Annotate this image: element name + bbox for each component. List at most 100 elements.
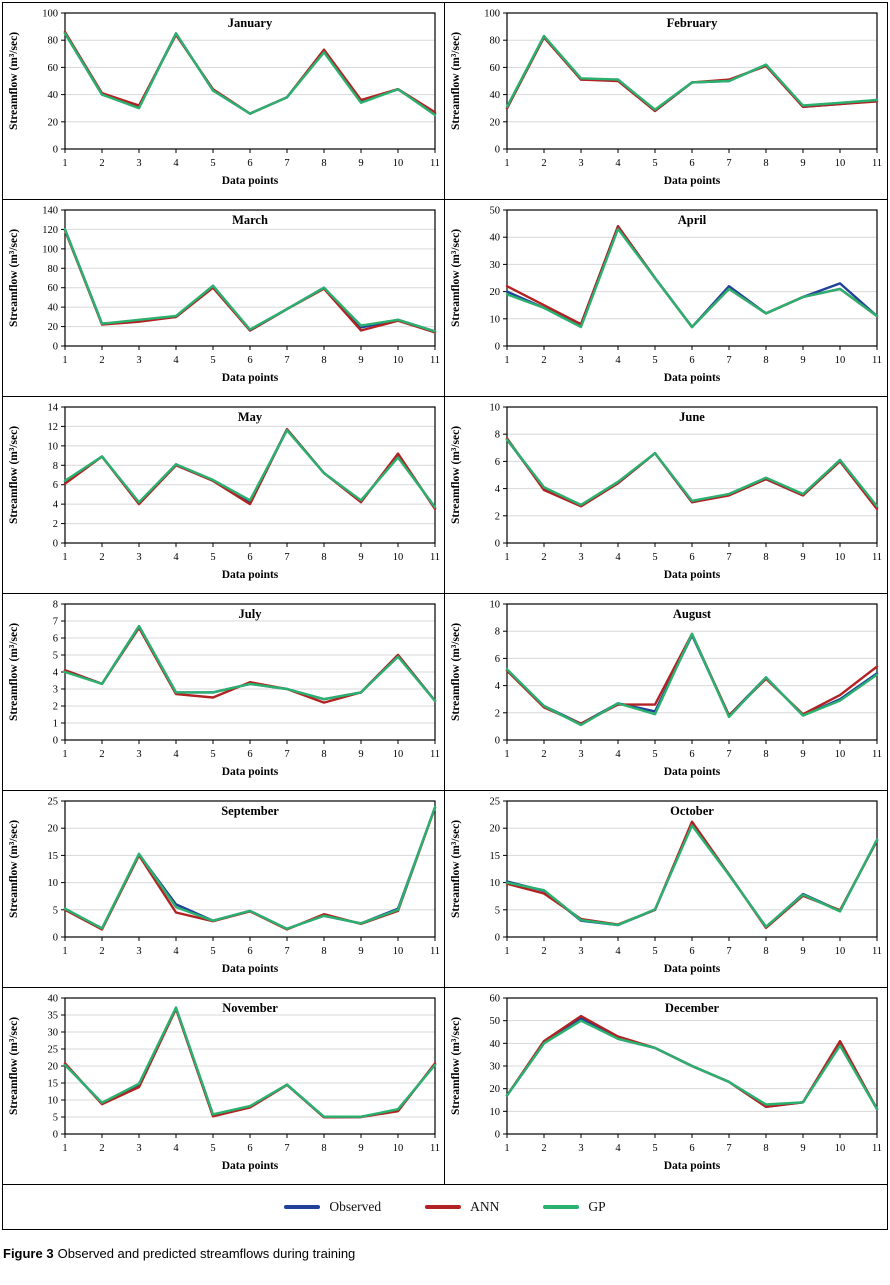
x-tick-label: 5 bbox=[210, 355, 215, 366]
legend-swatch-gp bbox=[543, 1204, 580, 1210]
y-tick-label: 60 bbox=[490, 994, 501, 1005]
x-tick-label: 1 bbox=[62, 1143, 67, 1154]
x-tick-label: 4 bbox=[615, 355, 621, 366]
legend: Observed ANN GP bbox=[3, 1185, 887, 1229]
x-tick-label: 3 bbox=[578, 552, 583, 563]
y-tick-label: 0 bbox=[495, 1130, 500, 1141]
y-tick-label: 5 bbox=[53, 651, 58, 662]
legend-swatch-ann bbox=[425, 1204, 462, 1210]
x-tick-label: 7 bbox=[284, 1143, 289, 1154]
x-tick-label: 10 bbox=[835, 749, 846, 760]
series-observed-line bbox=[505, 34, 879, 113]
y-tick-label: 4 bbox=[53, 500, 59, 511]
x-tick-label: 1 bbox=[504, 946, 509, 957]
x-tick-label: 8 bbox=[321, 355, 326, 366]
x-tick-label: 1 bbox=[62, 355, 67, 366]
y-tick-label: 50 bbox=[490, 1016, 501, 1027]
y-tick-label: 8 bbox=[53, 461, 58, 472]
series-observed-line bbox=[505, 823, 879, 929]
y-tick-label: 40 bbox=[48, 303, 59, 314]
y-tick-label: 40 bbox=[48, 994, 59, 1005]
series-ann-line bbox=[63, 229, 437, 334]
chart-title: November bbox=[222, 1001, 278, 1015]
series-gp-line bbox=[63, 1006, 437, 1118]
series-gp-line bbox=[505, 34, 879, 111]
x-axis-label: Data points bbox=[664, 1160, 721, 1172]
x-tick-label: 7 bbox=[284, 158, 289, 169]
series-ann-line bbox=[505, 437, 879, 511]
y-tick-label: 10 bbox=[490, 878, 501, 889]
y-tick-label: 40 bbox=[490, 1039, 501, 1050]
series-observed-line bbox=[505, 225, 879, 329]
x-tick-label: 7 bbox=[726, 158, 731, 169]
chart-title: July bbox=[239, 607, 263, 621]
y-tick-label: 100 bbox=[42, 9, 58, 20]
x-tick-label: 2 bbox=[541, 1143, 546, 1154]
x-tick-label: 6 bbox=[689, 158, 694, 169]
x-tick-label: 11 bbox=[430, 749, 440, 760]
chart-cell-march: 0 20 40 60 80 100 120 140 1 2 3 4 5 6 7 8 9 10 11 March Data… bbox=[3, 200, 445, 397]
x-tick-label: 10 bbox=[835, 158, 846, 169]
x-axis-label: Data points bbox=[664, 175, 721, 187]
plot-frame bbox=[506, 209, 878, 347]
x-tick-label: 10 bbox=[393, 946, 404, 957]
x-tick-label: 6 bbox=[689, 749, 694, 760]
x-tick-label: 9 bbox=[358, 946, 363, 957]
y-axis-label: Streamflow (m³/sec) bbox=[450, 229, 462, 327]
x-axis-label: Data points bbox=[222, 766, 279, 778]
x-tick-label: 6 bbox=[247, 355, 252, 366]
series-gp-line bbox=[505, 438, 879, 508]
chart-title: June bbox=[679, 410, 705, 424]
x-tick-label: 10 bbox=[835, 355, 846, 366]
legend-label: ANN bbox=[470, 1199, 500, 1214]
series-ann-line bbox=[63, 428, 437, 511]
x-axis-label: Data points bbox=[664, 569, 721, 581]
x-tick-label: 11 bbox=[430, 355, 440, 366]
y-tick-label: 0 bbox=[495, 933, 500, 944]
x-tick-label: 10 bbox=[835, 1143, 846, 1154]
y-tick-label: 6 bbox=[495, 457, 500, 468]
x-tick-label: 6 bbox=[247, 946, 252, 957]
x-tick-label: 8 bbox=[763, 552, 768, 563]
y-tick-label: 6 bbox=[53, 634, 58, 645]
x-tick-label: 7 bbox=[726, 552, 731, 563]
plot-frame bbox=[64, 800, 436, 938]
y-tick-label: 25 bbox=[48, 1045, 59, 1056]
x-tick-label: 9 bbox=[358, 1143, 363, 1154]
x-axis-label: Data points bbox=[222, 372, 279, 384]
y-tick-label: 20 bbox=[490, 824, 501, 835]
series-observed-line bbox=[63, 228, 437, 333]
y-tick-label: 12 bbox=[48, 422, 59, 433]
chart-november: 0 5 10 15 20 25 30 35 40 1 2 3 4 5 6 7 8 9 10 11 November Dat… bbox=[8, 994, 440, 1173]
chart-cell-october: 0 5 10 15 20 25 1 2 3 4 5 6 7 8 9 10 11 October Data point… bbox=[445, 791, 887, 988]
y-tick-label: 25 bbox=[48, 797, 59, 808]
y-axis-label: Streamflow (m³/sec) bbox=[450, 820, 462, 918]
legend-item-gp: GP bbox=[543, 1199, 606, 1215]
chart-cell-july: 0 1 2 3 4 5 6 7 8 1 2 3 4 5 6 7 8 9 10 11 July Data points Str… bbox=[3, 594, 445, 791]
y-tick-label: 10 bbox=[48, 878, 59, 889]
x-tick-label: 3 bbox=[578, 1143, 583, 1154]
x-tick-label: 3 bbox=[136, 946, 141, 957]
x-tick-label: 4 bbox=[615, 158, 621, 169]
y-tick-label: 0 bbox=[53, 933, 58, 944]
x-tick-label: 7 bbox=[726, 1143, 731, 1154]
y-tick-label: 8 bbox=[495, 627, 500, 638]
x-tick-label: 1 bbox=[62, 158, 67, 169]
plot-frame bbox=[64, 406, 436, 544]
x-tick-label: 3 bbox=[136, 552, 141, 563]
series-observed-line bbox=[505, 634, 879, 725]
x-tick-label: 9 bbox=[358, 749, 363, 760]
x-tick-label: 2 bbox=[99, 749, 104, 760]
x-tick-label: 1 bbox=[504, 749, 509, 760]
x-tick-label: 10 bbox=[835, 552, 846, 563]
caption-text: Observed and predicted streamflows durin… bbox=[57, 1246, 356, 1261]
y-tick-label: 2 bbox=[53, 702, 58, 713]
y-tick-label: 5 bbox=[53, 1113, 58, 1124]
y-tick-label: 60 bbox=[490, 63, 501, 74]
y-tick-label: 80 bbox=[48, 36, 59, 47]
y-tick-label: 25 bbox=[490, 797, 501, 808]
chart-title: December bbox=[665, 1001, 720, 1015]
series-observed-line bbox=[63, 428, 437, 510]
chart-october: 0 5 10 15 20 25 1 2 3 4 5 6 7 8 9 10 11 October Data point… bbox=[450, 797, 882, 976]
